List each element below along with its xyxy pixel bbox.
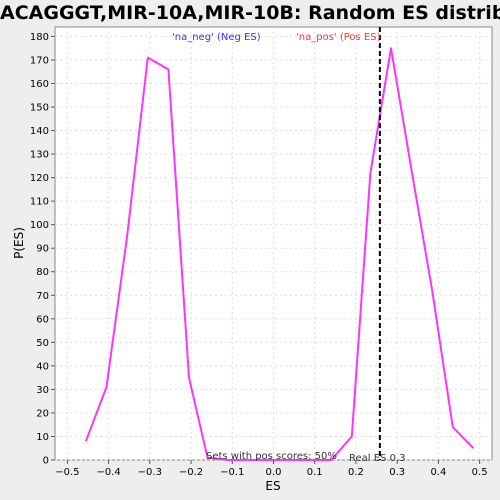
y-tick-label: 110 xyxy=(30,197,49,208)
y-tick-label: 180 xyxy=(30,32,49,43)
x-tick-label: −0.1 xyxy=(220,467,244,478)
y-tick-label: 0 xyxy=(43,456,49,467)
x-tick-label: −0.3 xyxy=(138,467,162,478)
y-tick-label: 20 xyxy=(36,408,49,419)
series-layer xyxy=(84,47,475,461)
y-axis-label: P(ES) xyxy=(12,227,26,259)
x-tick-label: −0.5 xyxy=(55,467,79,478)
y-tick-label: 70 xyxy=(36,291,49,302)
axes: 0 10 20 30 40 50 60 70 80 90 100 110 120 130 140 150 160… xyxy=(30,32,488,478)
real-es-label: Real ES 0.3 xyxy=(349,453,405,464)
y-tick-label: 100 xyxy=(30,220,49,231)
y-tick-label: 170 xyxy=(30,55,49,66)
y-tick-label: 120 xyxy=(30,173,49,184)
x-tick-label: 0.2 xyxy=(348,467,364,478)
y-tick-label: 90 xyxy=(36,244,49,255)
x-axis-label: ES xyxy=(265,479,280,493)
y-tick-label: 130 xyxy=(30,150,49,161)
y-tick-label: 150 xyxy=(30,103,49,114)
legend-neg-es: 'na_neg' (Neg ES) xyxy=(172,32,261,43)
y-tick-label: 140 xyxy=(30,126,49,137)
series-line xyxy=(84,47,475,461)
x-tick-label: −0.4 xyxy=(96,467,120,478)
x-tick-label: 0.0 xyxy=(266,467,282,478)
x-tick-label: 0.4 xyxy=(430,467,446,478)
y-tick-label: 50 xyxy=(36,338,49,349)
y-tick-label: 30 xyxy=(36,385,49,396)
y-tick-label: 10 xyxy=(36,432,49,443)
y-tick-label: 60 xyxy=(36,314,49,325)
pos-scores-annotation: Sets with pos scores: 50% xyxy=(206,451,337,462)
x-tick-label: −0.2 xyxy=(179,467,203,478)
x-tick-label: 0.5 xyxy=(472,467,488,478)
y-tick-label: 40 xyxy=(36,361,49,372)
y-tick-label: 160 xyxy=(30,79,49,90)
chart-title: ACAGGGT,MIR-10A,MIR-10B: Random ES distr… xyxy=(0,2,500,24)
legend-pos-es: 'na_pos' (Pos ES) xyxy=(296,32,381,43)
x-tick-label: 0.1 xyxy=(307,467,323,478)
x-tick-label: 0.3 xyxy=(389,467,405,478)
y-tick-label: 80 xyxy=(36,267,49,278)
